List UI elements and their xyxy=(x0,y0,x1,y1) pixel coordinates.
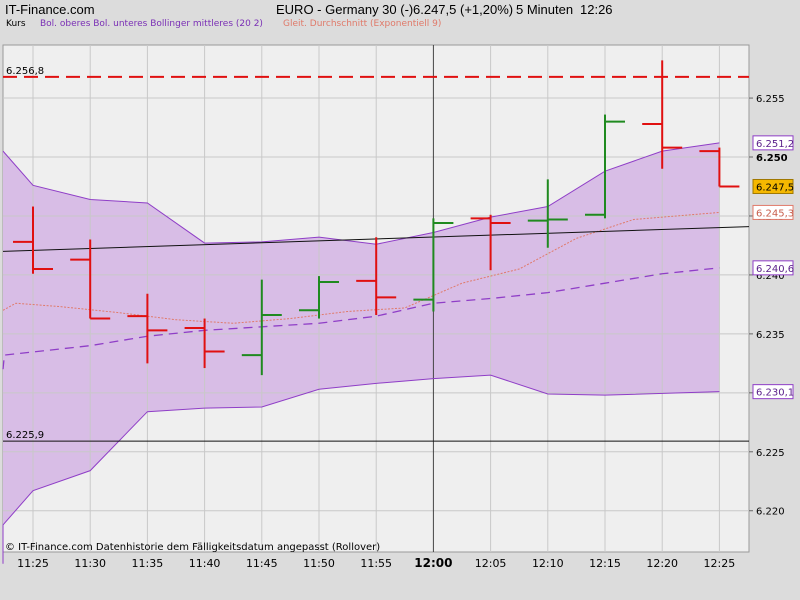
value-tag-box xyxy=(752,135,794,151)
value-tag-text: 6.245,3 xyxy=(756,208,794,219)
bollinger-bands xyxy=(3,142,720,564)
x-tick-label-11: 12:20 xyxy=(646,557,678,570)
brand-logo: IT-Finance.com xyxy=(5,2,95,17)
ohlc-bar-6 xyxy=(356,237,397,316)
value-tag-middle-band: 6.240,6 xyxy=(752,260,794,276)
legend-ema: Gleit. Durchschnitt (Exponentiell 9) xyxy=(283,19,441,29)
x-tick-label-4: 11:45 xyxy=(246,557,278,570)
value-tag-lower-band: 6.230,1 xyxy=(752,384,794,400)
value-tag-ema: 6.245,3 xyxy=(752,204,794,220)
bollinger-lower-line xyxy=(2,374,720,564)
ohlc-bar-8 xyxy=(470,214,511,271)
x-tick-label-2: 11:35 xyxy=(132,557,164,570)
y-tick-label-6: 6.250 xyxy=(756,153,788,164)
x-tick-label-12: 12:25 xyxy=(704,557,736,570)
value-tag-text: 6.247,5 xyxy=(756,182,794,193)
ohlc-bar-2 xyxy=(127,293,168,364)
value-tag-box xyxy=(752,204,794,220)
x-tick-label-0: 11:25 xyxy=(17,557,49,570)
copyright-note: © IT-Finance.com Datenhistorie dem Fälli… xyxy=(5,542,380,553)
bollinger-upper-line xyxy=(2,142,720,245)
price-bars xyxy=(13,60,740,376)
ohlc-bar-0 xyxy=(13,206,53,274)
value-tag-text: 6.240,6 xyxy=(756,264,794,275)
high-reference-label: 6.256,8 xyxy=(6,66,44,77)
value-tag-box xyxy=(752,384,794,400)
x-tick-label-1: 11:30 xyxy=(74,557,106,570)
bollinger-band-area xyxy=(3,142,720,564)
legend-bollinger: Bol. oberes Bol. unteres Bollinger mittl… xyxy=(40,19,263,29)
quote-value: 6.247,5 (+1,20%) xyxy=(413,2,513,17)
ohlc-bar-10 xyxy=(585,114,625,219)
ohlc-bar-7 xyxy=(413,218,454,312)
x-tick-label-3: 11:40 xyxy=(189,557,221,570)
instrument-name: EURO - Germany 30 (-) xyxy=(276,2,413,17)
value-tag-text: 6.251,2 xyxy=(756,139,794,150)
bollinger-middle-line xyxy=(2,267,720,370)
x-tick-label-7: 12:00 xyxy=(414,556,452,570)
ohlc-bar-12 xyxy=(699,147,740,188)
x-tick-label-10: 12:15 xyxy=(589,557,621,570)
x-tick-label-9: 12:10 xyxy=(532,557,564,570)
legend-kurs: Kurs xyxy=(6,19,26,29)
y-tick-label-7: 6.255 xyxy=(756,94,785,105)
ohlc-bar-1 xyxy=(70,239,111,320)
y-tick-label-3: 6.235 xyxy=(756,330,785,341)
value-tag-last: 6.247,5 xyxy=(752,178,794,194)
value-tag-text: 6.230,1 xyxy=(756,388,794,399)
value-tag-box xyxy=(752,178,794,194)
time-label: 12:26 xyxy=(580,2,613,17)
ohlc-bar-9 xyxy=(527,179,568,248)
y-tick-label-1: 6.225 xyxy=(756,448,785,459)
indicator-lines: 6.256,8 6.225,9 xyxy=(2,66,750,564)
ohlc-bar-5 xyxy=(299,276,339,319)
ohlc-bar-11 xyxy=(642,60,683,169)
value-tags: 6.251,2 6.247,5 6.245,3 6.240,6 6.230,1 xyxy=(752,135,794,400)
ohlc-bar-3 xyxy=(184,318,225,369)
value-tag-upper-band: 6.251,2 xyxy=(752,135,794,151)
y-tick-label-0: 6.220 xyxy=(756,507,785,518)
low-reference-label: 6.225,9 xyxy=(6,430,44,441)
x-tick-label-5: 11:50 xyxy=(303,557,335,570)
interval-label: 5 Minuten xyxy=(516,2,573,17)
ohlc-bar-4 xyxy=(241,279,282,376)
value-tag-box xyxy=(752,260,794,276)
x-tick-label-8: 12:05 xyxy=(475,557,507,570)
y-tick-label-4: 6.240 xyxy=(756,271,785,282)
x-tick-label-6: 11:55 xyxy=(360,557,392,570)
